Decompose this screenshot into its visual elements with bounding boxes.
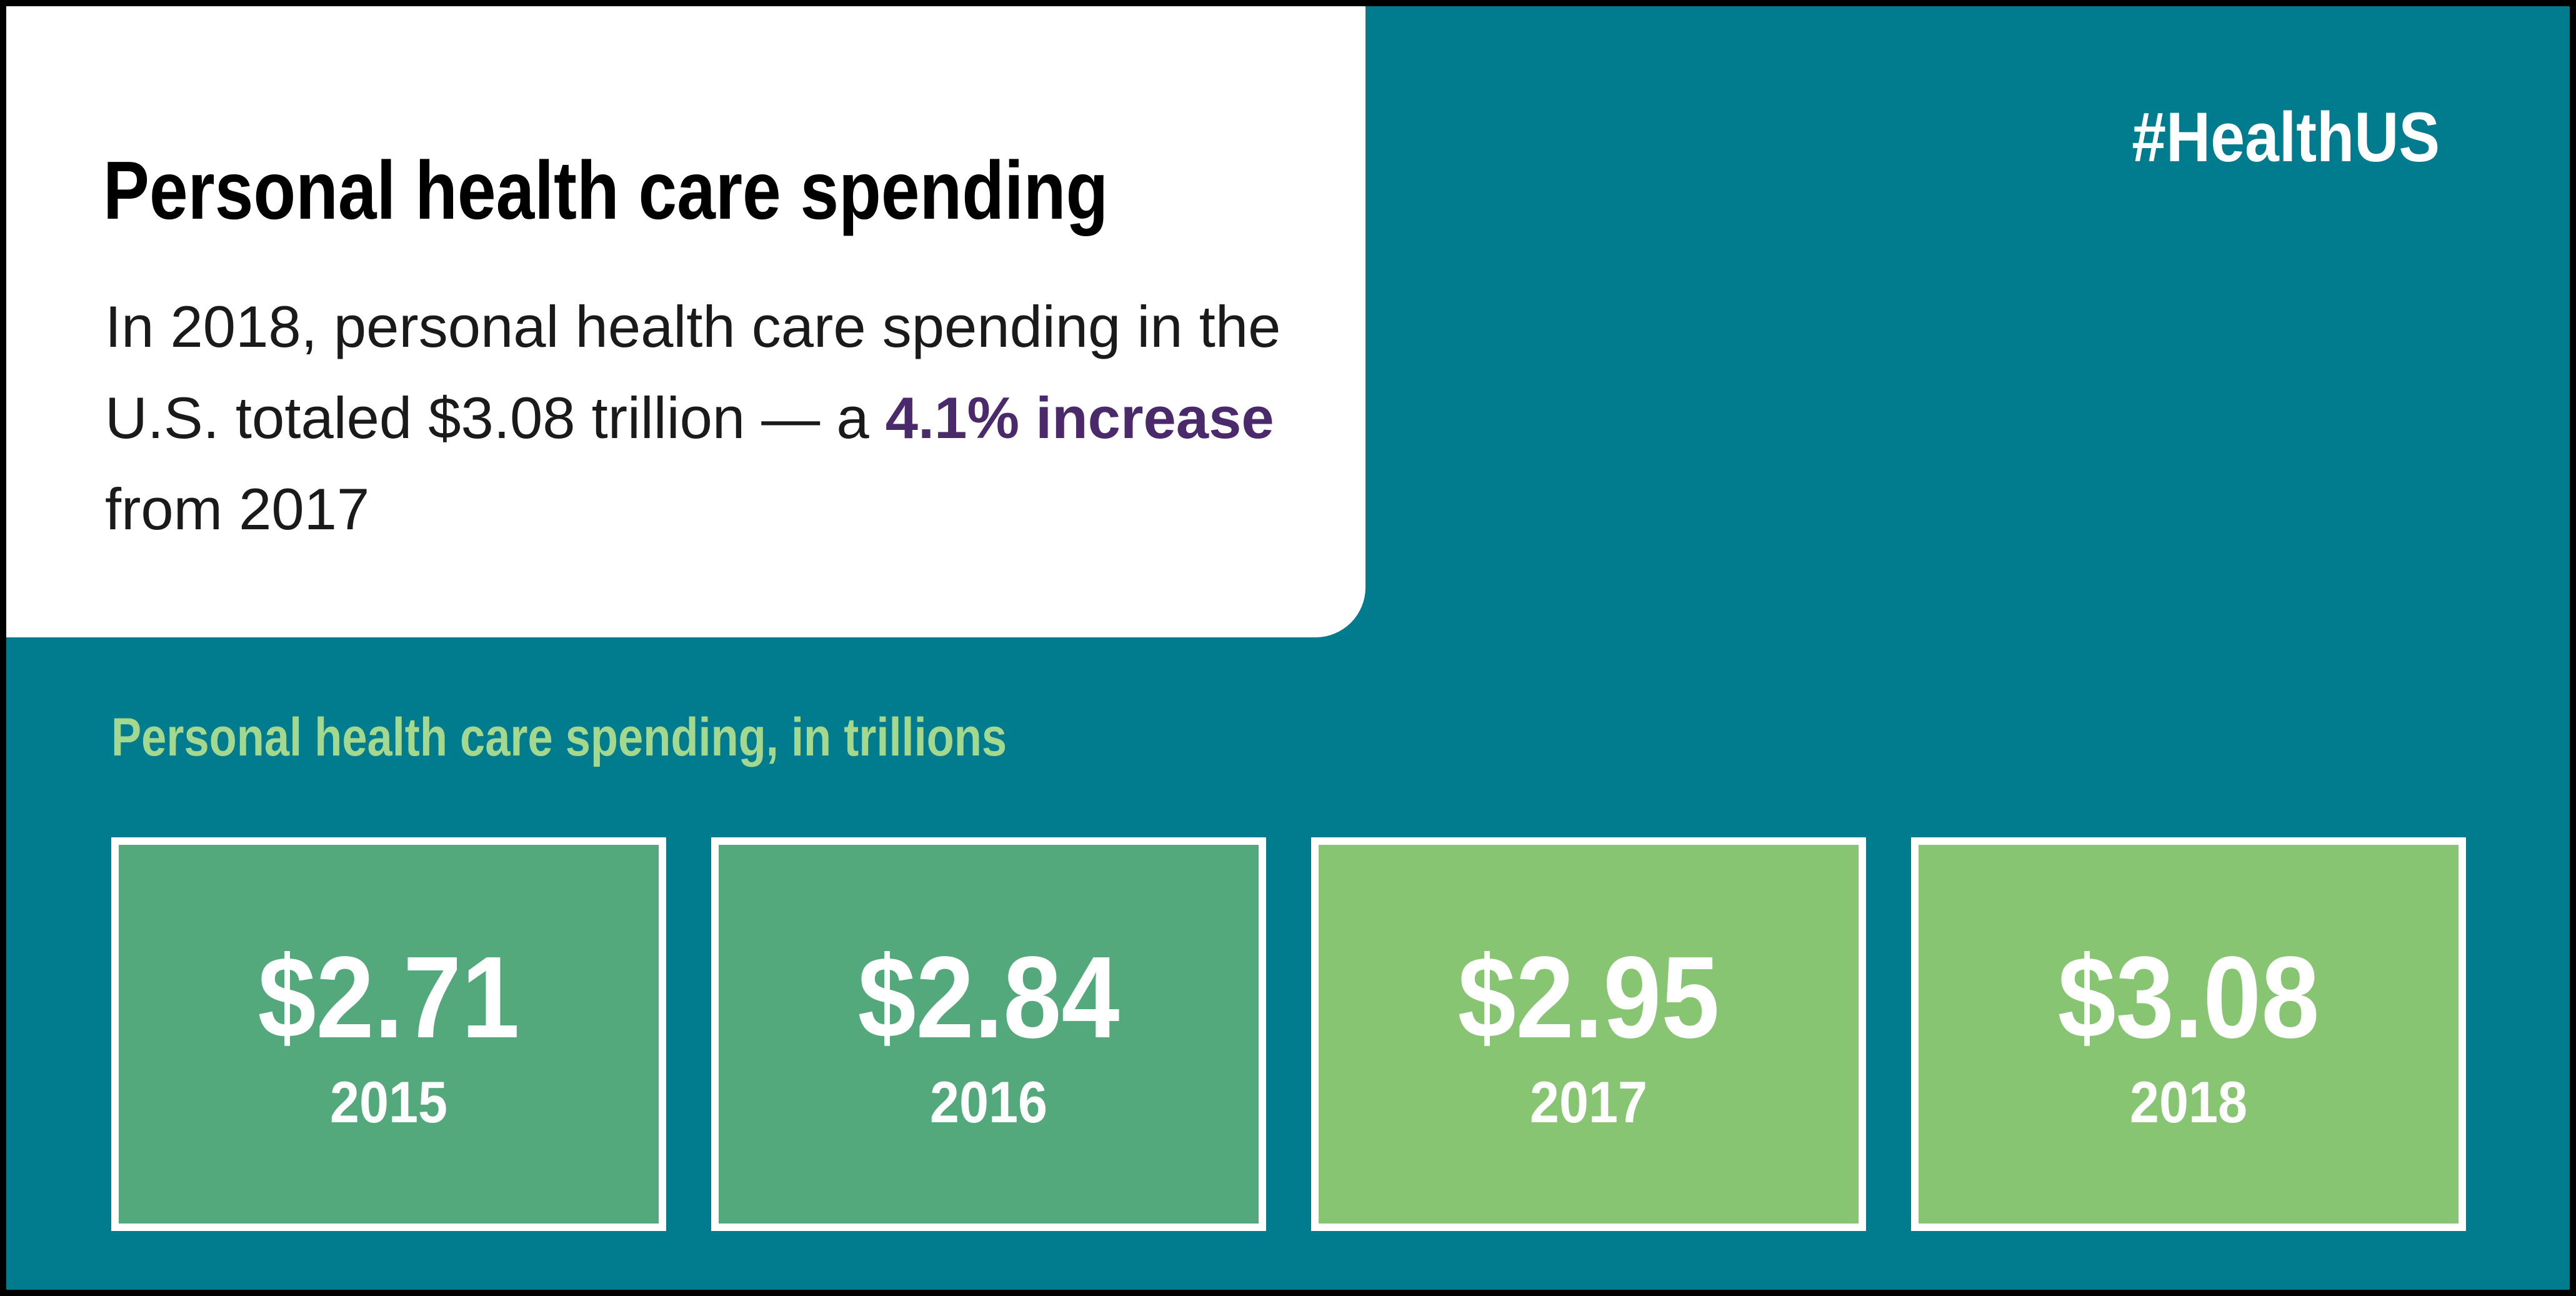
hashtag: #HealthUS bbox=[2132, 98, 2440, 176]
spending-card-2015: $2.71 2015 bbox=[111, 837, 666, 1231]
page-title: Personal health care spending bbox=[103, 144, 1109, 236]
spending-value: $2.95 bbox=[1457, 933, 1720, 1062]
summary-text-start: In 2018, personal health care spending i… bbox=[105, 294, 1281, 451]
intro-panel: Personal health care spending In 2018, p… bbox=[6, 6, 1365, 637]
chart-title: Personal health care spending, in trilli… bbox=[111, 707, 1007, 767]
spending-value: $3.08 bbox=[2057, 933, 2320, 1062]
spending-cards: $2.71 2015 $2.84 2016 $2.95 2017 $3.08 2018 bbox=[111, 837, 2486, 1231]
spending-year: 2017 bbox=[1529, 1069, 1648, 1135]
summary-text: In 2018, personal health care spending i… bbox=[105, 281, 1330, 555]
spending-value: $2.71 bbox=[257, 933, 520, 1062]
spending-year: 2018 bbox=[2129, 1069, 2248, 1135]
spending-value: $2.84 bbox=[857, 933, 1120, 1062]
summary-highlight: 4.1% increase bbox=[885, 385, 1274, 451]
summary-text-end: from 2017 bbox=[105, 476, 370, 542]
infographic-frame: Personal health care spending In 2018, p… bbox=[6, 6, 2570, 1290]
spending-card-2016: $2.84 2016 bbox=[711, 837, 1266, 1231]
spending-card-2018: $3.08 2018 bbox=[1911, 837, 2466, 1231]
spending-year: 2016 bbox=[929, 1069, 1048, 1135]
spending-card-2017: $2.95 2017 bbox=[1311, 837, 1866, 1231]
spending-year: 2015 bbox=[329, 1069, 448, 1135]
